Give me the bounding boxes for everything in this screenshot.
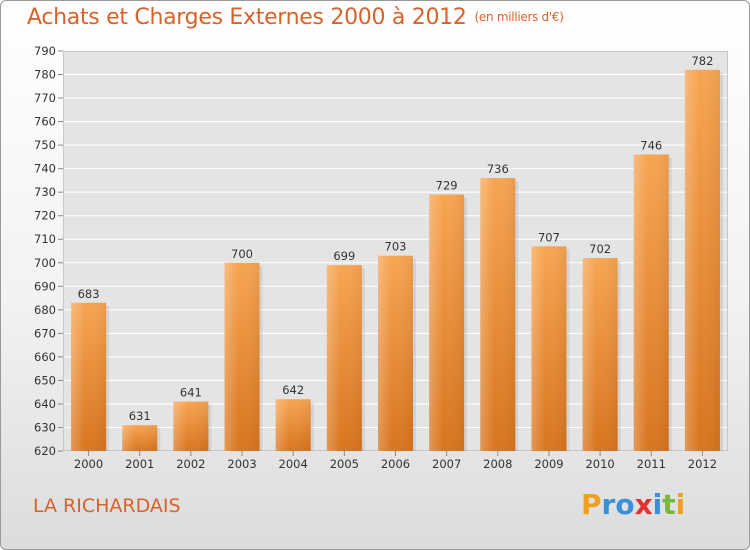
data-label-2004: 642 xyxy=(282,383,304,397)
x-tick-label-2008: 2008 xyxy=(483,457,512,471)
proxiti-logo: Proxiti xyxy=(581,488,686,521)
x-tick-label-2005: 2005 xyxy=(330,457,359,471)
bar-highlight xyxy=(378,255,413,451)
bar-highlight xyxy=(122,425,158,451)
bar-highlight xyxy=(582,258,618,451)
y-tick-label: 690 xyxy=(34,279,56,293)
bar-highlight xyxy=(275,399,311,451)
data-label-2012: 782 xyxy=(691,54,713,68)
data-label-2009: 707 xyxy=(538,230,560,244)
x-tick-label-2002: 2002 xyxy=(176,457,205,471)
data-label-2007: 729 xyxy=(436,179,458,193)
data-label-2001: 631 xyxy=(129,409,151,423)
y-tick-label: 680 xyxy=(34,303,56,317)
y-tick-label: 670 xyxy=(34,326,56,340)
y-tick-label: 640 xyxy=(34,397,56,411)
y-axis-ticks: 620 630 640 650 660 670 680 690 700 710 720 730 740 7… xyxy=(34,44,63,458)
y-tick-label: 730 xyxy=(34,185,56,199)
y-tick-label: 760 xyxy=(34,115,56,129)
data-label-2002: 641 xyxy=(180,386,202,400)
bars xyxy=(71,69,723,451)
place-name: LA RICHARDAIS xyxy=(33,495,181,517)
y-tick-label: 630 xyxy=(34,420,56,434)
data-label-2003: 700 xyxy=(231,247,253,261)
x-axis-ticks: 2000 2001 2002 2003 2004 2005 2006 2007 2008 2009… xyxy=(74,451,717,471)
data-label-2005: 699 xyxy=(333,249,355,263)
data-labels: 683 631 641 700 642 699 703 729 736 707 702 746 782 xyxy=(78,54,714,423)
y-tick-label: 780 xyxy=(34,68,56,82)
x-tick-label-2011: 2011 xyxy=(637,457,666,471)
chart-title-text: Achats et Charges Externes 2000 à 2012 xyxy=(27,5,467,30)
y-tick-label: 710 xyxy=(34,232,56,246)
x-tick-label-2006: 2006 xyxy=(381,457,410,471)
y-tick-label: 720 xyxy=(34,209,56,223)
data-label-2000: 683 xyxy=(78,287,100,301)
bar-highlight xyxy=(531,246,567,451)
x-tick-label-2000: 2000 xyxy=(74,457,103,471)
bar-highlight xyxy=(429,194,465,451)
bar-highlight xyxy=(224,262,260,451)
x-tick-label-2004: 2004 xyxy=(279,457,308,471)
bar-highlight xyxy=(326,265,362,451)
y-tick-label: 770 xyxy=(34,91,56,105)
data-label-2010: 702 xyxy=(589,242,611,256)
chart-subtitle: (en milliers d'€) xyxy=(474,10,564,24)
y-tick-label: 790 xyxy=(34,44,56,58)
y-tick-label: 700 xyxy=(34,256,56,270)
x-tick-label-2009: 2009 xyxy=(534,457,563,471)
data-label-2008: 736 xyxy=(487,162,509,176)
y-tick-label: 740 xyxy=(34,162,56,176)
x-tick-label-2010: 2010 xyxy=(585,457,614,471)
bar-highlight xyxy=(71,302,107,451)
bar-highlight xyxy=(480,178,516,451)
x-tick-label-2012: 2012 xyxy=(688,457,717,471)
bar-highlight xyxy=(633,154,669,451)
bar-highlight xyxy=(173,401,209,451)
y-tick-label: 660 xyxy=(34,350,56,364)
data-label-2011: 746 xyxy=(640,139,662,153)
y-tick-label: 650 xyxy=(34,373,56,387)
y-tick-label: 750 xyxy=(34,138,56,152)
y-tick-label: 620 xyxy=(34,444,56,458)
x-tick-label-2003: 2003 xyxy=(227,457,256,471)
chart-title: Achats et Charges Externes 2000 à 2012 (e… xyxy=(27,5,564,30)
bar-highlight xyxy=(684,69,720,451)
x-tick-label-2001: 2001 xyxy=(125,457,154,471)
data-label-2006: 703 xyxy=(385,240,407,254)
x-tick-label-2007: 2007 xyxy=(432,457,461,471)
